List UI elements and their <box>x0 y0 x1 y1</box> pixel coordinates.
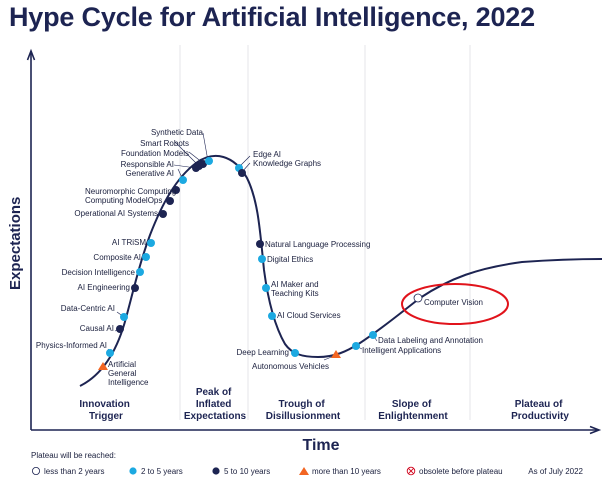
as-of-date: As of July 2022 <box>528 467 583 476</box>
label-ai-trism: AI TRiSM <box>112 238 146 247</box>
technology-labels: Physics-Informed AI Artificial General I… <box>36 128 483 387</box>
label-foundation-models: Foundation Models <box>121 149 189 158</box>
label-ai-engineering: AI Engineering <box>78 283 130 292</box>
legend-obsolete-icon <box>406 466 416 476</box>
marker-modelops <box>172 186 180 194</box>
legend-title: Plateau will be reached: <box>31 451 116 460</box>
legend-2-to-5: 2 to 5 years <box>141 467 183 476</box>
label-knowledge-graphs: Knowledge Graphs <box>253 159 321 168</box>
label-smart-robots: Smart Robots <box>140 139 189 148</box>
technology-markers <box>98 157 423 370</box>
phase-trough-of-disillusionment: Trough of Disillusionment <box>266 399 341 422</box>
label-data-labeling: Data Labeling and Annotation <box>378 336 483 345</box>
marker-digital-ethics <box>258 255 266 263</box>
hype-cycle-curve <box>79 155 603 387</box>
y-axis-label: Expectations <box>7 197 24 290</box>
label-generative-ai: Generative AI <box>126 169 174 178</box>
marker-computer-vision <box>413 293 423 303</box>
marker-autonomous-vehicles <box>331 350 341 358</box>
marker-operational-ai-systems <box>159 210 167 218</box>
legend-5-to-10: 5 to 10 years <box>224 467 270 476</box>
label-composite-ai: Composite AI <box>93 253 141 262</box>
label-artificial-general-intelligence: Artificial General Intelligence <box>108 360 149 387</box>
label-data-centric-ai: Data-Centric AI <box>61 304 115 313</box>
marker-smart-robots <box>195 162 203 170</box>
label-neuromorphic-computing: Neuromorphic Computing <box>85 187 176 196</box>
phase-dividers <box>179 45 471 420</box>
legend-less-than-2: less than 2 years <box>44 467 104 476</box>
marker-generative-ai <box>179 176 187 184</box>
label-edge-ai: Edge AI <box>253 150 281 159</box>
marker-decision-intelligence <box>136 268 144 276</box>
label-deep-learning: Deep Learning <box>237 348 289 357</box>
x-axis-label: Time <box>302 437 339 454</box>
phase-labels: Innovation Trigger Peak of Inflated Expe… <box>79 387 569 422</box>
label-intelligent-applications: Intelligent Applications <box>362 346 441 355</box>
label-operational-ai-systems: Operational AI Systems <box>74 209 158 218</box>
marker-artificial-general-intelligence <box>98 362 108 370</box>
marker-data-centric-ai <box>120 313 128 321</box>
phase-innovation-trigger: Innovation Trigger <box>79 399 132 422</box>
label-autonomous-vehicles: Autonomous Vehicles <box>252 362 329 371</box>
legend-more-than-10-icon <box>299 467 309 475</box>
label-ai-maker-teaching-kits: AI Maker and Teaching Kits <box>271 280 321 298</box>
marker-natural-language-processing <box>256 240 264 248</box>
computer-vision-highlight <box>401 283 509 325</box>
marker-ai-trism <box>147 239 155 247</box>
marker-knowledge-graphs <box>238 169 246 177</box>
marker-physics-informed-ai <box>106 349 114 357</box>
label-natural-language-processing: Natural Language Processing <box>265 240 370 249</box>
label-decision-intelligence: Decision Intelligence <box>62 268 136 277</box>
marker-causal-ai <box>116 325 124 333</box>
legend-5-to-10-icon <box>212 467 220 475</box>
marker-deep-learning <box>291 349 299 357</box>
legend-less-than-2-icon <box>32 466 41 475</box>
marker-ai-cloud-services <box>268 312 276 320</box>
marker-data-labeling <box>369 331 377 339</box>
marker-ai-maker-teaching-kits <box>262 284 270 292</box>
label-ai-cloud-services: AI Cloud Services <box>277 311 341 320</box>
label-computer-vision: Computer Vision <box>424 298 483 307</box>
label-responsible-ai: Responsible AI <box>121 160 174 169</box>
marker-composite-ai <box>142 253 150 261</box>
legend: Plateau will be reached: less than 2 yea… <box>31 451 584 476</box>
legend-2-to-5-icon <box>129 467 137 475</box>
label-synthetic-data: Synthetic Data <box>151 128 204 137</box>
legend-more-than-10: more than 10 years <box>312 467 381 476</box>
phase-slope-of-enlightenment: Slope of Enlightenment <box>378 399 448 422</box>
axes <box>26 48 602 435</box>
marker-intelligent-applications <box>352 342 360 350</box>
marker-neuromorphic-computing <box>166 197 174 205</box>
marker-ai-engineering <box>131 284 139 292</box>
chart-title: Hype Cycle for Artificial Intelligence, … <box>9 2 535 32</box>
label-digital-ethics: Digital Ethics <box>267 255 313 264</box>
label-causal-ai: Causal AI <box>80 324 114 333</box>
legend-obsolete: obsolete before plateau <box>419 467 503 476</box>
phase-peak-of-inflated-expectations: Peak of Inflated Expectations <box>184 387 247 422</box>
phase-plateau-of-productivity: Plateau of Productivity <box>511 399 569 422</box>
label-modelops: Computing ModelOps <box>85 196 162 205</box>
marker-synthetic-data <box>205 157 213 165</box>
label-physics-informed-ai: Physics-Informed AI <box>36 341 107 350</box>
